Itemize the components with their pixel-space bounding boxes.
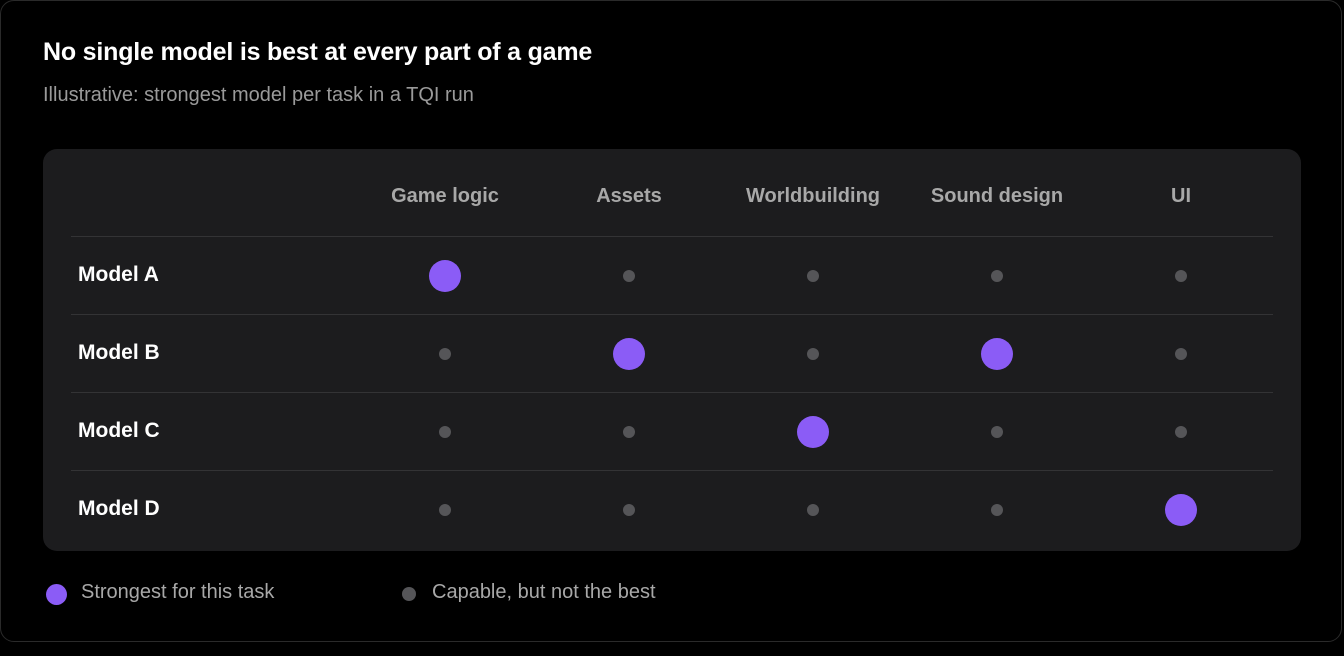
row-divider [71, 392, 1273, 393]
row-divider [71, 314, 1273, 315]
capable-marker [439, 348, 451, 360]
capable-marker [623, 270, 635, 282]
capable-marker [991, 426, 1003, 438]
capable-marker [807, 348, 819, 360]
capable-marker [1175, 270, 1187, 282]
capable-marker [991, 270, 1003, 282]
row-label: Model C [78, 419, 160, 442]
capable-marker [1175, 348, 1187, 360]
row-label: Model B [78, 341, 160, 364]
strongest-marker [429, 260, 461, 292]
legend-best-label: Strongest for this task [81, 581, 275, 603]
row-label: Model A [78, 263, 159, 286]
row-divider [71, 236, 1273, 237]
capable-marker [623, 426, 635, 438]
column-header: Worldbuilding [745, 185, 881, 207]
capable-marker [991, 504, 1003, 516]
strongest-marker [797, 416, 829, 448]
column-header: UI [1171, 185, 1191, 207]
strongest-marker [981, 338, 1013, 370]
strongest-marker [613, 338, 645, 370]
column-header: Sound design [930, 185, 1064, 207]
capable-marker [623, 504, 635, 516]
capable-marker [807, 504, 819, 516]
capable-marker [1175, 426, 1187, 438]
capable-marker [807, 270, 819, 282]
column-header: Game logic [391, 185, 499, 207]
legend-capable-label: Capable, but not the best [432, 581, 656, 603]
strongest-marker [1165, 494, 1197, 526]
column-header: Assets [596, 185, 662, 207]
chart-subtitle: Illustrative: strongest model per task i… [43, 84, 474, 106]
matrix-panel [43, 149, 1301, 551]
legend-capable-marker [402, 587, 416, 601]
capable-marker [439, 504, 451, 516]
row-label: Model D [78, 497, 160, 520]
row-divider [71, 470, 1273, 471]
capable-marker [439, 426, 451, 438]
legend-best-marker [46, 584, 67, 605]
chart-title: No single model is best at every part of… [43, 38, 593, 66]
